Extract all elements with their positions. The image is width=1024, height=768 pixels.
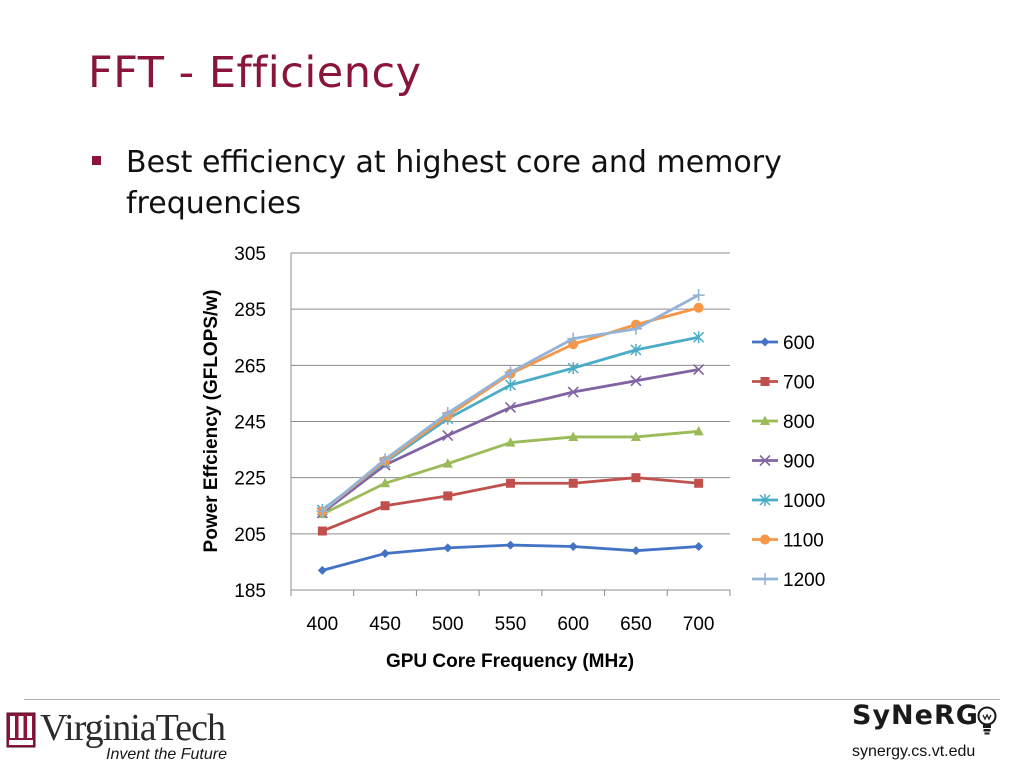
- y-tick-label: 305: [234, 244, 266, 265]
- x-tick-label: 450: [369, 614, 401, 635]
- data-point-900: [504, 401, 517, 414]
- series-1200: [316, 289, 705, 518]
- data-point-1000: [504, 378, 517, 391]
- data-point-700: [694, 478, 704, 488]
- x-tick-label: 500: [432, 614, 464, 635]
- slide-title: FFT - Efficiency: [88, 48, 422, 98]
- x-tick-label: 700: [683, 614, 715, 635]
- series-600: [317, 540, 704, 575]
- data-point-600: [568, 541, 578, 551]
- y-tick-label: 185: [234, 581, 266, 602]
- data-point-1000: [630, 343, 642, 356]
- data-point-1200: [504, 366, 517, 379]
- legend-marker: [760, 377, 770, 386]
- data-point-600: [380, 548, 390, 558]
- data-point-700: [317, 526, 327, 536]
- data-point-1200: [379, 453, 392, 466]
- legend-marker: [759, 573, 771, 585]
- data-point-700: [568, 478, 578, 488]
- bullet-text: Best efficiency at highest core and memo…: [126, 145, 782, 221]
- legend-marker: [760, 415, 770, 425]
- chart-gridlines: [291, 252, 730, 591]
- x-tick-label: 650: [620, 614, 652, 635]
- data-point-600: [694, 541, 704, 551]
- data-point-900: [630, 375, 642, 387]
- data-point-600: [631, 546, 641, 556]
- legend-item-800: 800: [752, 412, 815, 433]
- legend-item-1200: 1200: [752, 570, 825, 591]
- legend-label: 1200: [783, 570, 825, 591]
- legend-marker: [760, 534, 770, 545]
- x-tick-label: 550: [495, 614, 527, 635]
- x-tick-label: 600: [557, 614, 589, 635]
- y-tick-label: 285: [234, 300, 266, 321]
- synergy-logo-text: SyNeRG: [852, 700, 979, 731]
- y-tick-label: 205: [234, 525, 266, 546]
- x-tick-label: 400: [307, 614, 339, 635]
- data-point-1100: [693, 302, 704, 313]
- lightbulb-icon: [977, 706, 997, 735]
- efficiency-line-chart: 185 205 225 245 265 285 305 400 450 500 550 600 650 7…: [201, 244, 825, 672]
- legend-item-1000: 1000: [752, 491, 825, 512]
- legend-label: 700: [783, 373, 815, 394]
- y-axis-label: Power Effciency (GFLOPS/w): [201, 290, 222, 553]
- data-point-600: [506, 540, 515, 550]
- legend-item-900: 900: [752, 452, 815, 473]
- bullet-square-icon: [92, 156, 101, 165]
- legend-marker: [760, 337, 770, 347]
- data-point-900: [693, 363, 705, 376]
- data-point-800: [630, 431, 641, 441]
- legend-item-600: 600: [752, 333, 815, 354]
- series-700: [317, 473, 704, 536]
- data-point-800: [442, 458, 453, 468]
- data-point-1200: [692, 289, 705, 302]
- data-point-1000: [567, 362, 579, 375]
- y-tick-label: 245: [234, 413, 266, 434]
- data-point-600: [317, 565, 327, 575]
- data-point-700: [631, 473, 641, 483]
- legend-marker: [759, 494, 771, 506]
- legend-label: 1100: [783, 531, 824, 552]
- data-point-900: [442, 429, 454, 442]
- footer-divider: [24, 699, 1000, 700]
- data-point-800: [568, 431, 579, 441]
- legend-marker: [759, 454, 771, 467]
- university-tagline: Invent the Future: [106, 746, 227, 763]
- x-axis-label: GPU Core Frequency (MHz): [386, 651, 634, 672]
- data-point-1200: [629, 322, 642, 335]
- synergy-url: synergy.cs.vt.edu: [852, 743, 976, 760]
- data-point-800: [505, 437, 516, 447]
- legend-label: 1000: [783, 491, 825, 512]
- legend-label: 900: [783, 452, 815, 473]
- data-point-700: [443, 491, 453, 501]
- chart-legend: 600 700 800 900 1000 1100 1200: [752, 333, 825, 591]
- data-point-700: [506, 478, 515, 488]
- legend-label: 600: [783, 333, 815, 354]
- chart-series: [316, 289, 705, 575]
- university-name: VirginiaTech: [40, 707, 226, 749]
- data-point-600: [443, 543, 453, 553]
- legend-item-1100: 1100: [752, 531, 824, 552]
- legend-label: 800: [783, 412, 815, 433]
- chart-axes: 185 205 225 245 265 285 305 400 450 500 550 600 650 7…: [234, 244, 731, 635]
- data-point-1200: [316, 505, 329, 518]
- data-point-1000: [693, 331, 705, 344]
- data-point-800: [380, 477, 391, 488]
- y-tick-label: 225: [234, 469, 266, 490]
- data-point-900: [567, 386, 579, 398]
- data-point-1200: [567, 332, 580, 345]
- y-tick-label: 265: [234, 356, 266, 377]
- data-point-800: [693, 425, 704, 436]
- vt-shield-logo-icon: [6, 712, 36, 748]
- legend-item-700: 700: [752, 373, 815, 394]
- data-point-1200: [441, 407, 454, 420]
- virginia-tech-logo: VirginiaTech Invent the Future: [6, 707, 242, 766]
- data-point-700: [380, 501, 390, 511]
